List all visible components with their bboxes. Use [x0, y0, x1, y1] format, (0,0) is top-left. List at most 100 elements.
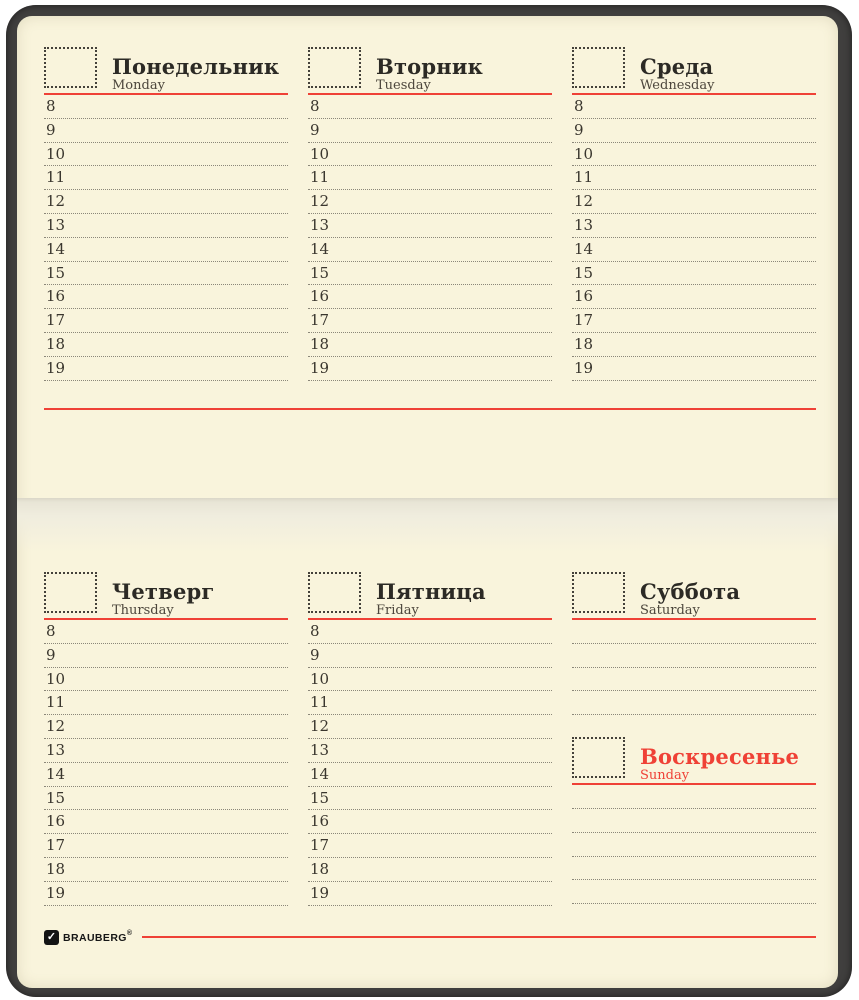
- day-titles: Суббота Saturday: [640, 572, 816, 617]
- hour-row[interactable]: 13: [308, 739, 552, 763]
- hour-label: 14: [310, 239, 330, 258]
- hour-row[interactable]: 10: [44, 668, 288, 692]
- hour-row[interactable]: 16: [572, 285, 816, 310]
- hour-label: 8: [46, 97, 56, 115]
- hour-row[interactable]: 16: [308, 285, 552, 310]
- hour-label: 9: [46, 120, 56, 139]
- hour-label: 16: [310, 812, 330, 831]
- day-titles: Понедельник Monday: [112, 47, 288, 92]
- saturday-blank-rows[interactable]: [572, 620, 816, 716]
- hour-row[interactable]: 13: [308, 214, 552, 238]
- blank-row[interactable]: [572, 691, 816, 716]
- hour-row[interactable]: 13: [44, 214, 288, 238]
- hour-row[interactable]: 12: [44, 190, 288, 214]
- hour-row[interactable]: 15: [308, 787, 552, 811]
- hour-row[interactable]: 19: [44, 882, 288, 906]
- hour-row[interactable]: 10: [44, 143, 288, 167]
- hour-label: 10: [310, 144, 330, 163]
- blank-row[interactable]: [572, 833, 816, 857]
- blank-row[interactable]: [572, 620, 816, 644]
- hour-row[interactable]: 17: [572, 309, 816, 333]
- hour-row[interactable]: 10: [572, 143, 816, 167]
- header-rule: [572, 618, 816, 620]
- hour-row[interactable]: 17: [44, 309, 288, 333]
- hour-row[interactable]: 17: [308, 834, 552, 858]
- hour-row[interactable]: 19: [44, 357, 288, 381]
- hour-row[interactable]: 18: [308, 333, 552, 357]
- date-box[interactable]: [44, 572, 97, 613]
- sunday-blank-rows[interactable]: [572, 785, 816, 905]
- day-name-en: Saturday: [640, 603, 700, 618]
- hour-row[interactable]: 11: [308, 691, 552, 716]
- day-name-ru: Понедельник: [112, 54, 280, 79]
- header-rule: [44, 618, 288, 620]
- hour-row[interactable]: 12: [308, 715, 552, 739]
- hour-row[interactable]: 8: [308, 620, 552, 644]
- hour-row[interactable]: 16: [44, 810, 288, 835]
- hour-row[interactable]: 9: [44, 644, 288, 668]
- date-box[interactable]: [572, 47, 625, 88]
- date-box[interactable]: [308, 572, 361, 613]
- hour-row[interactable]: 12: [308, 190, 552, 214]
- hour-row[interactable]: 9: [44, 119, 288, 143]
- hour-row[interactable]: 14: [308, 763, 552, 787]
- hour-row[interactable]: 11: [308, 166, 552, 191]
- hour-row[interactable]: 17: [308, 309, 552, 333]
- hour-row[interactable]: 15: [572, 262, 816, 286]
- day-header-sunday: Воскресенье Sunday: [572, 737, 816, 782]
- hour-row[interactable]: 16: [44, 285, 288, 310]
- hour-row[interactable]: 13: [572, 214, 816, 238]
- hour-row[interactable]: 16: [308, 810, 552, 835]
- day-name-en: Tuesday: [376, 78, 431, 93]
- blank-row[interactable]: [572, 668, 816, 692]
- hour-label: 19: [46, 358, 66, 377]
- hour-row[interactable]: 18: [44, 858, 288, 882]
- hour-rows[interactable]: 8 9 10 11 12 13 14 15 16 17 18 19: [44, 620, 288, 906]
- date-box[interactable]: [572, 737, 625, 779]
- hour-rows[interactable]: 8 9 10 11 12 13 14 15 16 17 18 19: [308, 95, 552, 381]
- hour-row[interactable]: 8: [44, 620, 288, 644]
- hour-row[interactable]: 18: [44, 333, 288, 357]
- hour-row[interactable]: 9: [308, 644, 552, 668]
- hour-row[interactable]: 8: [308, 95, 552, 119]
- hour-row[interactable]: 19: [308, 882, 552, 906]
- hour-row[interactable]: 11: [44, 691, 288, 716]
- blank-row[interactable]: [572, 644, 816, 668]
- hour-label: 17: [310, 311, 330, 330]
- hour-row[interactable]: 19: [572, 357, 816, 381]
- hour-row[interactable]: 18: [308, 858, 552, 882]
- hour-row[interactable]: 15: [44, 262, 288, 286]
- hour-rows[interactable]: 8 9 10 11 12 13 14 15 16 17 18 19: [44, 95, 288, 381]
- date-box[interactable]: [572, 572, 625, 613]
- hour-row[interactable]: 10: [308, 668, 552, 692]
- hour-row[interactable]: 9: [308, 119, 552, 143]
- blank-row[interactable]: [572, 809, 816, 833]
- hour-row[interactable]: 9: [572, 119, 816, 143]
- date-box[interactable]: [44, 47, 97, 88]
- hour-row[interactable]: 8: [572, 95, 816, 119]
- hour-row[interactable]: 17: [44, 834, 288, 858]
- blank-row[interactable]: [572, 785, 816, 809]
- hour-row[interactable]: 12: [44, 715, 288, 739]
- hour-row[interactable]: 14: [44, 238, 288, 262]
- hour-row[interactable]: 19: [308, 357, 552, 381]
- day-header-wednesday: Среда Wednesday: [572, 47, 816, 92]
- hour-row[interactable]: 8: [44, 95, 288, 119]
- hour-row[interactable]: 14: [44, 763, 288, 787]
- date-box[interactable]: [308, 47, 361, 88]
- day-column-tuesday: Вторник Tuesday 8 9 10 11 12 13 14 15 16 17 18 19: [308, 47, 552, 381]
- hour-row[interactable]: 11: [44, 166, 288, 191]
- blank-row[interactable]: [572, 880, 816, 905]
- hour-row[interactable]: 15: [44, 787, 288, 811]
- hour-row[interactable]: 13: [44, 739, 288, 763]
- hour-row[interactable]: 18: [572, 333, 816, 357]
- hour-row[interactable]: 11: [572, 166, 816, 191]
- hour-row[interactable]: 12: [572, 190, 816, 214]
- hour-row[interactable]: 15: [308, 262, 552, 286]
- hour-row[interactable]: 10: [308, 143, 552, 167]
- hour-rows[interactable]: 8 9 10 11 12 13 14 15 16 17 18 19: [308, 620, 552, 906]
- hour-row[interactable]: 14: [572, 238, 816, 262]
- hour-rows[interactable]: 8 9 10 11 12 13 14 15 16 17 18 19: [572, 95, 816, 381]
- hour-row[interactable]: 14: [308, 238, 552, 262]
- blank-row[interactable]: [572, 857, 816, 881]
